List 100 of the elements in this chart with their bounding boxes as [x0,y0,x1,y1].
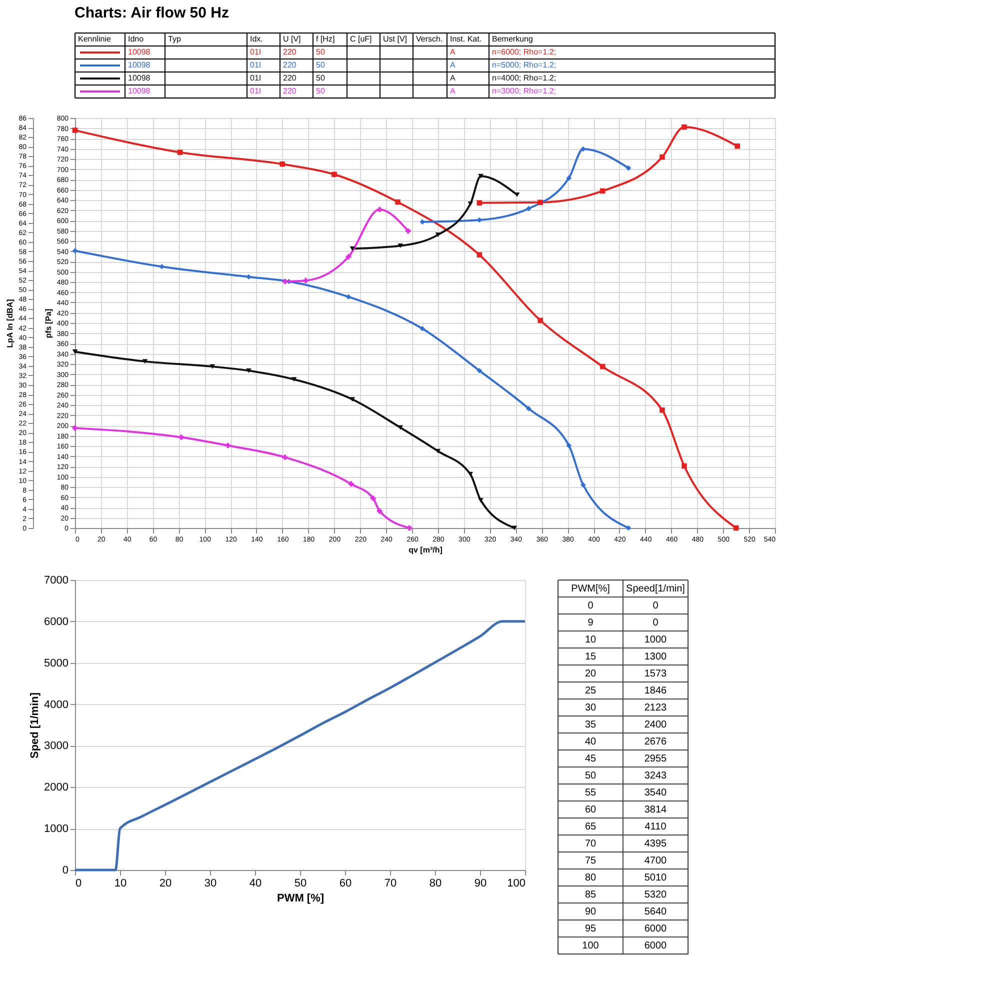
text: 10098 [128,86,151,96]
y-axis-title: Sped [1/min] [29,692,42,759]
y-tick-label: 7000 [44,574,68,586]
text: 25 [584,686,596,696]
text: 100 [582,940,600,952]
text: Typ [168,34,182,44]
point [682,463,687,469]
point [210,364,216,369]
point [246,368,252,373]
text: 10 [584,634,596,646]
x-tick-label: 60 [339,878,352,890]
text: 0 [652,600,659,612]
point [346,254,352,260]
text: Speed[1/min] [626,584,686,594]
text: n=4000; Rho=1.2; [492,74,556,82]
x-tick-label: 90 [474,878,487,890]
text: 35 [584,720,596,730]
text: 01I [250,74,262,82]
point [246,274,252,280]
point [420,326,426,332]
point [512,526,518,530]
text: 9 [588,618,594,628]
text: 6000 [644,924,668,934]
text: 01I [250,48,262,56]
y-tick-label: 3000 [44,740,68,752]
text: C [uF] [350,34,372,44]
x-axis-title: PWM [%] [276,892,324,904]
text: Bemerkung [492,34,533,44]
point [566,442,572,448]
y2-axis-title: LpA In [dBA] [6,298,15,348]
x-tick-label: 80 [429,878,442,890]
point [177,150,183,155]
x-tick-label: 0 [76,878,82,890]
text: 3814 [644,804,668,816]
point [280,161,286,167]
point [72,349,78,354]
text: n=3000; Rho=1.2; [492,86,556,96]
point [660,407,665,413]
text: n=5000; Rho=1.2; [492,60,556,70]
x-tick-label: 40 [249,878,262,890]
point [159,264,164,270]
text: Idno [128,34,144,44]
text: Kennlinie [78,34,112,44]
point [398,425,404,430]
point [580,482,586,488]
text: Inst. Kat. [450,34,482,44]
point [538,200,544,206]
point [660,154,665,160]
text: 15 [584,652,596,662]
text: 1000 [644,634,668,646]
point [142,359,148,364]
y-tick-label: 0 [62,864,68,876]
text: 4700 [644,856,668,866]
y-tick-label: 5000 [44,657,68,670]
y-axis-title: pfs [Pa] [44,308,53,338]
text: 6000 [644,940,668,952]
point [348,481,354,487]
text: 01I [250,86,262,96]
text: 60 [584,804,596,816]
x-tick-label: 10 [114,878,127,890]
y-tick-label: 2000 [44,782,68,794]
point [376,508,382,514]
point [178,434,184,440]
point [476,252,482,258]
text: 40 [584,736,596,748]
text: 20 [584,668,596,680]
text: 50 [316,48,326,56]
text: Versch. [416,34,443,44]
point [476,368,482,374]
point [282,454,288,460]
text: 50 [316,60,326,70]
text: 4110 [644,822,667,832]
text: A [450,86,456,96]
text: 220 [283,48,297,56]
point [468,202,474,206]
text: 220 [283,74,297,82]
point [398,243,404,248]
text: 10098 [128,60,151,70]
point [303,278,308,284]
text: Ust [V] [383,34,408,44]
text: 2400 [644,720,668,730]
text: 90 [584,906,596,918]
text: 50 [316,86,326,96]
text: 2123 [644,702,668,714]
point [346,294,352,300]
y-tick-label: 6000 [44,616,68,628]
point [682,124,687,130]
point [626,525,632,531]
text: 75 [584,856,596,866]
point [566,175,572,181]
point [526,406,532,412]
text: 55 [584,788,596,798]
x-tick-label: 100 [507,878,526,890]
text: 1300 [644,652,668,662]
point [72,128,78,133]
point [478,174,484,178]
text: 5010 [644,872,668,884]
text: 1573 [644,668,668,680]
text: 2955 [644,754,668,764]
text: 45 [584,754,596,764]
